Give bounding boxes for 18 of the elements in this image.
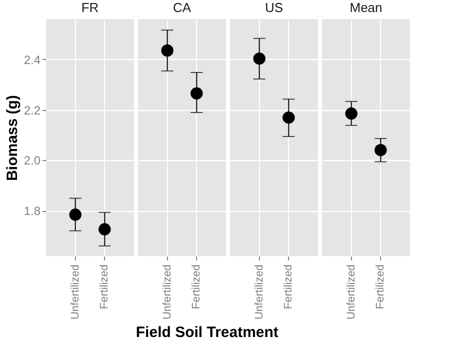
y-axis-title: Biomass (g) bbox=[4, 95, 21, 181]
x-tick-label: Unfertilized bbox=[69, 264, 82, 320]
x-tick-label: Fertilized bbox=[374, 264, 387, 310]
y-tick-label: 2.2 bbox=[24, 103, 41, 118]
chart-title: Mean bbox=[350, 0, 382, 15]
x-tick-label: Unfertilized bbox=[161, 264, 174, 320]
chart-title: FR bbox=[81, 0, 99, 15]
y-tick-label: 1.8 bbox=[24, 204, 41, 218]
chart-title: US bbox=[264, 0, 284, 15]
y-tick-label: 2.0 bbox=[24, 154, 41, 168]
chart-title: CA bbox=[172, 0, 192, 15]
x-tick-label: Fertilized bbox=[190, 264, 203, 310]
x-tick-label: Unfertilized bbox=[345, 264, 358, 320]
x-tick-label: Fertilized bbox=[98, 264, 111, 310]
x-tick-label: Unfertilized bbox=[253, 264, 266, 320]
x-tick-label: Fertilized bbox=[282, 264, 295, 310]
y-tick-label: 2.4 bbox=[24, 52, 41, 67]
x-axis-title: Field Soil Treatment bbox=[136, 324, 278, 342]
